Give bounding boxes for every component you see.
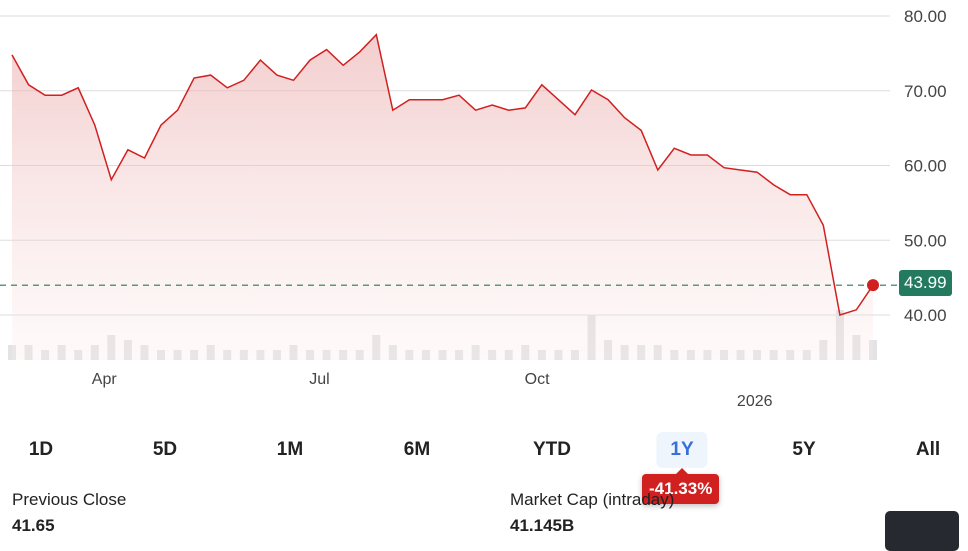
y-tick-label: 40.00: [904, 306, 947, 325]
market-cap-label: Market Cap (intraday): [510, 490, 675, 509]
y-tick-label: 80.00: [904, 7, 947, 26]
price-area: [12, 34, 873, 360]
change-badge: -41.33%: [642, 468, 720, 504]
price-chart: 80.00 70.00 60.00 50.00 40.00 Apr Jul Oct 2026: [0, 7, 947, 410]
range-5y[interactable]: 5Y: [792, 439, 816, 460]
x-tick-label: Jul: [309, 371, 329, 388]
y-tick-label: 60.00: [904, 157, 947, 176]
x-tick-label: Oct: [525, 371, 550, 388]
range-1y[interactable]: 1Y: [656, 432, 708, 468]
last-price-label: 43.99: [899, 270, 952, 296]
range-ytd[interactable]: YTD: [533, 439, 571, 460]
x-tick-label: Apr: [92, 371, 118, 388]
previous-close-value: 41.65: [12, 516, 55, 535]
range-1m[interactable]: 1M: [276, 439, 304, 460]
previous-close-label: Previous Close: [12, 490, 127, 509]
range-6m[interactable]: 6M: [403, 439, 431, 460]
range-all[interactable]: All: [915, 439, 941, 460]
x-tick-label: 2026: [737, 393, 773, 410]
last-price-dot: [867, 279, 879, 292]
y-tick-label: 70.00: [904, 82, 947, 101]
price-line: [11, 33, 874, 316]
market-cap-value: 41.145B: [510, 516, 575, 535]
action-button[interactable]: [885, 511, 959, 551]
range-1d[interactable]: 1D: [28, 439, 54, 460]
range-5d[interactable]: 5D: [152, 439, 178, 460]
y-tick-label: 50.00: [904, 231, 947, 250]
